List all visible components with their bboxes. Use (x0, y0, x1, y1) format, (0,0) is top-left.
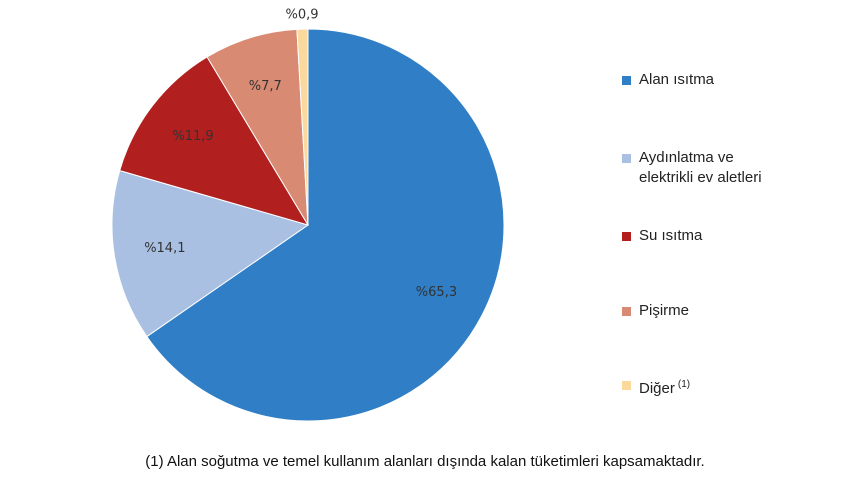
pie-slice (119, 56, 310, 226)
legend-item: Alan ısıtma (622, 70, 792, 90)
legend-swatch (622, 232, 631, 241)
legend-text: Diğer (639, 380, 675, 397)
pie-slice (206, 28, 309, 226)
legend-swatch (622, 154, 631, 163)
legend-text: Aydınlatma ve elektrikli ev aletleri (639, 149, 762, 186)
pie-slice (146, 28, 505, 422)
legend-text: Alan ısıtma (639, 71, 715, 88)
legend-label: Pişirme (639, 301, 689, 321)
legend-label: Aydınlatma ve elektrikli ev aletleri (639, 148, 792, 188)
legend-label: Diğer (1) (639, 375, 690, 399)
footnote: (1) Alan soğutma ve temel kullanım alanl… (145, 453, 705, 470)
footnote-marker: (1) (677, 379, 691, 390)
pie-slice (296, 28, 309, 226)
chart: %65,3 %14,1 %11,9 %7,7 %0,9 (111, 8, 505, 422)
data-label: %0,9 (286, 8, 319, 23)
legend-swatch (622, 381, 631, 390)
legend-item: Aydınlatma ve elektrikli ev aletleri (622, 148, 792, 188)
legend-text: Pişirme (639, 302, 690, 319)
legend-item: Su ısıtma (622, 226, 792, 246)
legend-item: Diğer (1) (622, 375, 792, 399)
data-label: %7,7 (249, 79, 282, 94)
pie-slice (111, 169, 310, 338)
legend-label: Alan ısıtma (639, 70, 714, 90)
data-label: %65,3 (416, 285, 457, 300)
legend-swatch (622, 307, 631, 316)
data-label: %14,1 (144, 241, 185, 256)
data-label: %11,9 (172, 129, 213, 144)
legend-swatch (622, 76, 631, 85)
legend-text: Su ısıtma (639, 227, 703, 244)
legend-label: Su ısıtma (639, 226, 702, 246)
legend-item: Pişirme (622, 301, 792, 321)
